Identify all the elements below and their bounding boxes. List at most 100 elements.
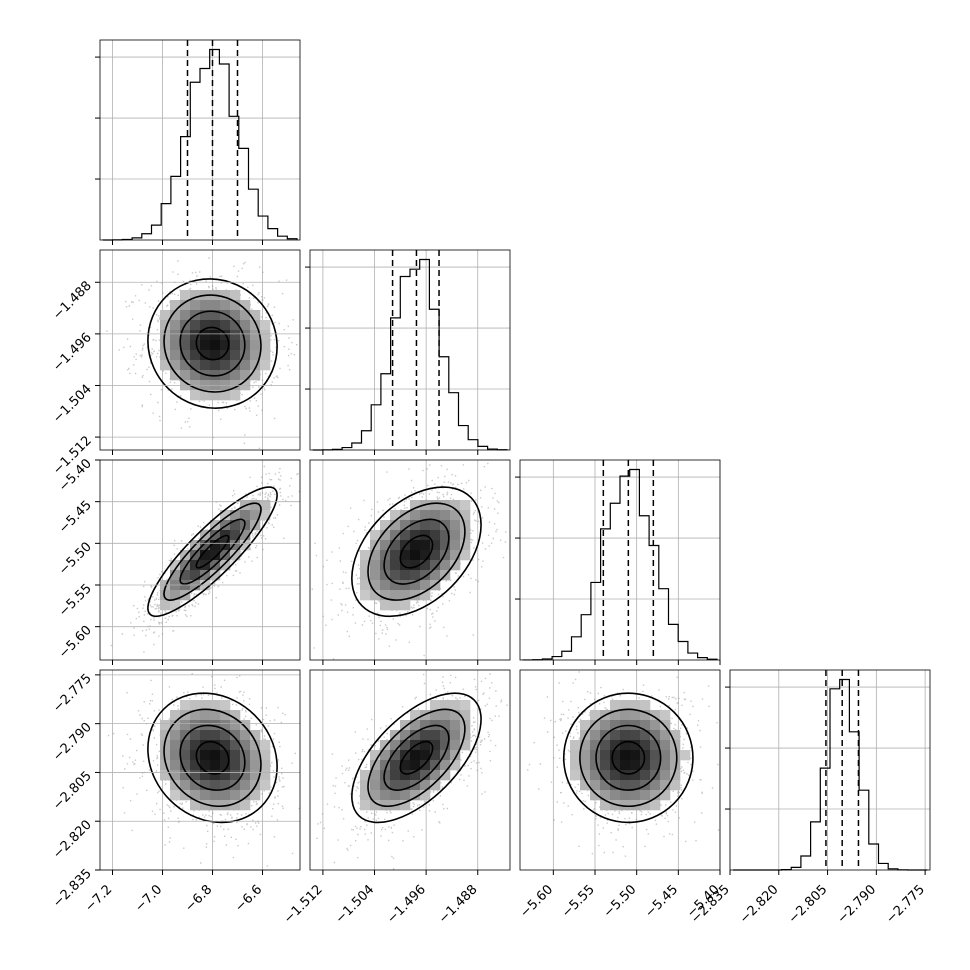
density-cell [220, 760, 231, 771]
density-cell [250, 360, 261, 371]
density-cell [230, 740, 241, 751]
density-cell [210, 700, 221, 711]
density-cell [430, 760, 441, 771]
density-cell [380, 770, 391, 781]
density-cell [410, 720, 421, 731]
density-cell [400, 580, 411, 591]
density-cell [590, 730, 601, 741]
density-cell [180, 770, 191, 781]
x-tick-label: −5.55 [559, 882, 598, 921]
density-cell [410, 530, 421, 541]
density-cell [370, 770, 381, 781]
density-cell [440, 700, 451, 711]
panel-2-3 [519, 669, 721, 875]
y-tick-label: −1.504 [50, 382, 95, 427]
density-cell [220, 360, 231, 371]
density-cell [430, 520, 441, 531]
density-cell [570, 740, 581, 751]
y-tick-label: −5.50 [56, 540, 95, 579]
density-cell [180, 350, 191, 361]
density-cell [660, 770, 671, 781]
density-cell [260, 340, 271, 351]
contour-level-3 [147, 278, 278, 409]
y-tick-label: −5.45 [56, 498, 95, 537]
density-cell [420, 540, 431, 551]
density-cell [650, 760, 661, 771]
density-cell [260, 360, 271, 371]
density-cell [210, 550, 221, 561]
density-cell [170, 360, 181, 371]
density-cell [410, 770, 421, 781]
density-cell [630, 780, 641, 791]
density-cell [410, 790, 421, 801]
density-cell [250, 790, 261, 801]
density-cell [210, 300, 221, 311]
density-cell [220, 390, 231, 401]
x-tick-label: −2.775 [883, 882, 928, 927]
density-cell [190, 370, 201, 381]
density-cell [190, 710, 201, 721]
density-cell [440, 530, 451, 541]
density-cell [230, 340, 241, 351]
density-cell [230, 350, 241, 361]
density-cell [380, 540, 391, 551]
density-cell [390, 740, 401, 751]
panel-1-3 [309, 669, 511, 875]
density-cell [440, 740, 451, 751]
density-cell [210, 360, 221, 371]
density-cell [220, 370, 231, 381]
contour-level-2 [579, 708, 678, 808]
density-cell [430, 750, 441, 761]
density-cell [170, 770, 181, 781]
density-cell [670, 750, 681, 761]
density-cell [420, 520, 431, 531]
density-cell [380, 580, 391, 591]
panel-frame [309, 459, 511, 661]
contour-level-0 [195, 740, 230, 775]
density-cell [460, 700, 471, 711]
density-cell [190, 720, 201, 731]
density-cell [170, 340, 181, 351]
density-cell [230, 290, 241, 301]
density-cell [250, 320, 261, 331]
density-cell [250, 750, 261, 761]
density-cell [200, 710, 211, 721]
density-cell [640, 800, 651, 811]
contour-level-3 [351, 692, 482, 824]
density-cell [160, 600, 171, 611]
contour-level-3 [147, 692, 278, 824]
density-cell [400, 600, 411, 611]
density-cell [250, 500, 261, 511]
density-cell [600, 800, 611, 811]
density-cell [390, 750, 401, 761]
density-cell [460, 540, 471, 551]
density-cell [240, 510, 251, 521]
density-cell [170, 720, 181, 731]
density-cell [200, 350, 211, 361]
density-cell [590, 780, 601, 791]
density-cell [380, 760, 391, 771]
panel-0-1 [99, 249, 301, 455]
density-cell [450, 540, 461, 551]
density-cell [410, 570, 421, 581]
density-cell [380, 570, 391, 581]
density-cell [210, 760, 221, 771]
density-cell [370, 550, 381, 561]
density-cell [380, 560, 391, 571]
density-cell [660, 750, 671, 761]
panel-0-3 [99, 669, 301, 875]
density-cell [590, 710, 601, 721]
density-cell [200, 760, 211, 771]
density-cell [390, 570, 401, 581]
density-cell [200, 310, 211, 321]
density-cell [180, 290, 191, 301]
x-tick-label: −1.512 [281, 882, 326, 927]
density-cell [640, 720, 651, 731]
x-tick-label: −5.60 [517, 882, 556, 921]
density-cell [410, 750, 421, 761]
density-cell [220, 710, 231, 721]
density-cell [240, 750, 251, 761]
density-cell [360, 550, 371, 561]
density-cell [210, 530, 221, 541]
density-cell [180, 740, 191, 751]
